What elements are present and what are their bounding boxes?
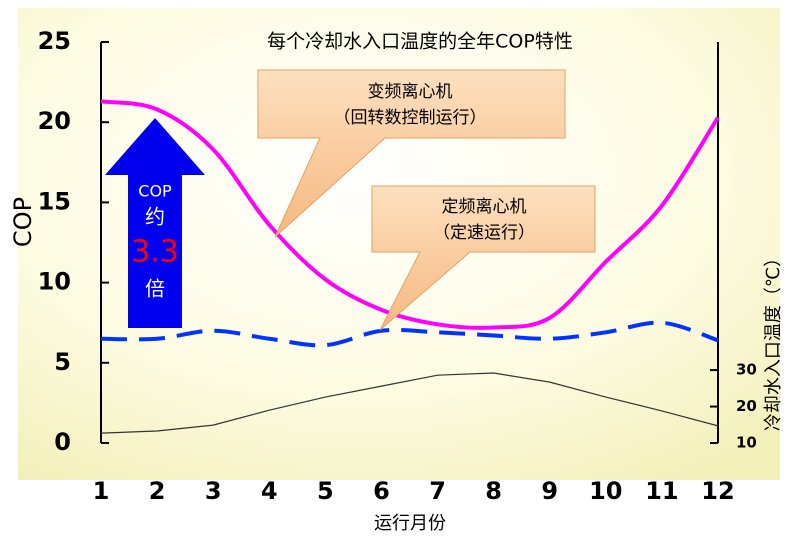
x-tick-label: 5	[317, 477, 334, 505]
x-tick-label: 9	[541, 477, 558, 505]
y-tick-label: 5	[54, 348, 71, 376]
callout-text: 变频离心机	[368, 82, 453, 102]
y2-tick-label: 10	[736, 434, 757, 452]
series-line	[100, 99, 720, 330]
callout-text: 定频离心机	[442, 197, 527, 217]
y-axis-label: COP	[9, 197, 37, 247]
arrow-text: 3.3	[131, 235, 179, 270]
callout-text: （定速运行）	[433, 223, 535, 243]
callout-text: （回转数控制运行）	[334, 108, 487, 128]
x-tick-label: 4	[261, 477, 278, 505]
x-tick-label: 6	[373, 477, 390, 505]
x-tick-label: 10	[589, 477, 622, 505]
cop-arrow	[105, 118, 205, 328]
x-tick-label: 7	[429, 477, 446, 505]
y-tick-label: 25	[38, 27, 71, 55]
x-axis-label: 运行月份	[374, 513, 446, 534]
y-tick-label: 10	[38, 268, 71, 296]
chart-title: 每个冷却水入口温度的全年COP特性	[267, 31, 573, 53]
x-tick-label: 1	[93, 477, 110, 505]
x-tick-label: 8	[485, 477, 502, 505]
y-tick-label: 0	[54, 428, 71, 456]
series-line	[100, 372, 719, 434]
arrow-text: 倍	[145, 277, 165, 301]
x-tick-label: 2	[149, 477, 166, 505]
arrow-text: 约	[145, 205, 165, 229]
y2-tick-label: 30	[736, 361, 757, 379]
x-tick-label: 11	[645, 477, 678, 505]
y-tick-label: 20	[38, 107, 71, 135]
x-tick-label: 12	[701, 477, 734, 505]
x-tick-label: 3	[205, 477, 222, 505]
arrow-text: COP	[138, 182, 172, 201]
callout-fixed	[371, 185, 596, 331]
series-line	[100, 320, 719, 348]
y2-tick-label: 20	[736, 397, 757, 415]
y-tick-label: 15	[38, 187, 71, 215]
callout-variable	[257, 69, 566, 238]
y2-axis-label: 冷却水入口温度（℃）	[763, 249, 784, 431]
